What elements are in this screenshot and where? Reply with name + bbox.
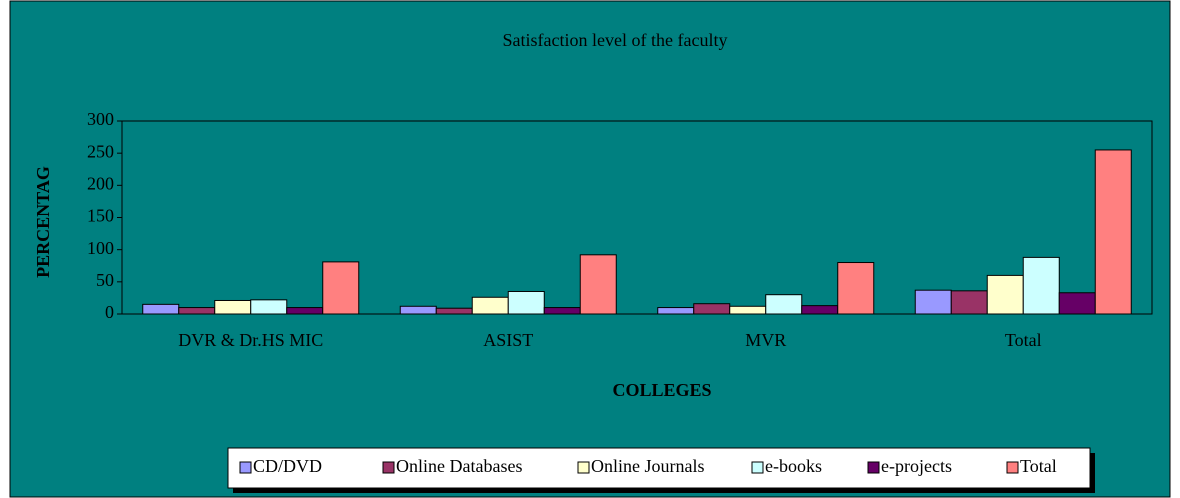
legend-label: e-projects xyxy=(881,456,952,476)
bar xyxy=(286,307,324,315)
legend-swatch xyxy=(239,461,252,474)
bar xyxy=(471,296,509,315)
y-tick-label: 50 xyxy=(96,270,114,290)
bar xyxy=(214,299,252,315)
legend-label: Total xyxy=(1020,456,1057,476)
bar xyxy=(765,294,803,315)
bar xyxy=(657,307,695,315)
y-tick-label: 100 xyxy=(87,238,114,258)
bar xyxy=(322,261,360,315)
bar xyxy=(837,262,875,315)
y-tick-label: 200 xyxy=(87,173,114,193)
legend-swatch xyxy=(751,461,764,474)
x-tick-label: ASIST xyxy=(483,330,533,350)
legend-swatch xyxy=(1006,461,1019,474)
chart-title: Satisfaction level of the faculty xyxy=(503,30,728,50)
bar xyxy=(801,305,839,315)
chart-background xyxy=(9,0,1171,498)
legend-label: CD/DVD xyxy=(253,456,322,476)
bar xyxy=(250,299,288,315)
bar xyxy=(1022,256,1060,315)
x-tick-label: Total xyxy=(1005,330,1042,350)
y-axis-label: PERCENTAG xyxy=(33,166,53,278)
x-axis-label: COLLEGES xyxy=(612,380,711,400)
x-tick-label: DVR & Dr.HS MIC xyxy=(178,330,323,350)
bar xyxy=(579,254,617,315)
legend-swatch xyxy=(867,461,880,474)
bar xyxy=(435,307,473,315)
bar xyxy=(543,307,581,315)
bar xyxy=(1058,292,1096,315)
bar xyxy=(914,289,952,315)
bar xyxy=(693,303,731,315)
legend-label: e-books xyxy=(765,456,822,476)
bar xyxy=(986,274,1024,315)
bar xyxy=(1094,149,1132,315)
bar xyxy=(729,305,767,315)
y-tick-label: 300 xyxy=(87,109,114,129)
legend-label: Online Databases xyxy=(396,456,522,476)
legend-label: Online Journals xyxy=(591,456,704,476)
bar xyxy=(142,303,180,315)
y-tick-label: 0 xyxy=(105,302,114,322)
legend-swatch xyxy=(382,461,395,474)
legend xyxy=(227,447,1091,489)
legend-swatch xyxy=(577,461,590,474)
bar xyxy=(399,305,437,315)
y-tick-label: 250 xyxy=(87,141,114,161)
bar xyxy=(950,290,988,315)
y-tick-label: 150 xyxy=(87,206,114,226)
x-tick-label: MVR xyxy=(745,330,786,350)
bar xyxy=(178,307,216,315)
bar xyxy=(507,290,545,315)
